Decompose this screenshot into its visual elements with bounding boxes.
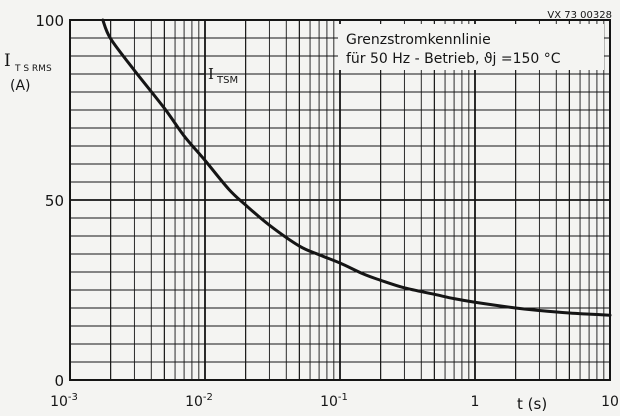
y-tick-label: 100 xyxy=(35,12,64,30)
x-tick-label: 1 xyxy=(471,394,480,410)
annotation-line-1: Grenzstromkennlinie xyxy=(346,32,491,48)
series-label-subscript: TSM xyxy=(216,75,238,86)
series-line-itsm xyxy=(101,18,612,317)
x-axis-label: t (s) xyxy=(517,395,547,413)
y-axis-label-symbol: I xyxy=(4,51,11,71)
x-tick-label: 10 xyxy=(601,394,619,410)
plot-frame xyxy=(69,19,611,381)
x-tick-labels: 10-3 10-2 10-1 1 10 xyxy=(50,392,619,410)
annotation-background xyxy=(338,24,604,70)
x-tick-label: 10-3 xyxy=(50,392,78,410)
reference-code: VX 73 00328 xyxy=(547,10,612,21)
annotation-line-2: für 50 Hz - Betrieb, ϑj =150 °C xyxy=(346,51,561,67)
y-tick-label: 0 xyxy=(54,372,64,390)
x-tick-exponent: -1 xyxy=(338,392,348,403)
x-tick-label: 10-1 xyxy=(320,392,348,410)
x-tick-label: 10-2 xyxy=(185,392,213,410)
y-axis-label-subscript: T S RMS xyxy=(14,64,52,74)
x-tick-exponent: -3 xyxy=(68,392,78,403)
series-label-symbol: I xyxy=(208,65,214,83)
y-tick-labels: 0 50 100 xyxy=(35,12,64,390)
x-tick-exponent: -2 xyxy=(203,392,213,403)
y-axis-label: I T S RMS (A) xyxy=(4,51,52,94)
y-axis-label-unit: (A) xyxy=(10,78,31,94)
series-label-itsm: I TSM xyxy=(198,65,238,86)
annotation-box: Grenzstromkennlinie für 50 Hz - Betrieb,… xyxy=(338,24,604,70)
y-tick-label: 50 xyxy=(45,192,64,210)
